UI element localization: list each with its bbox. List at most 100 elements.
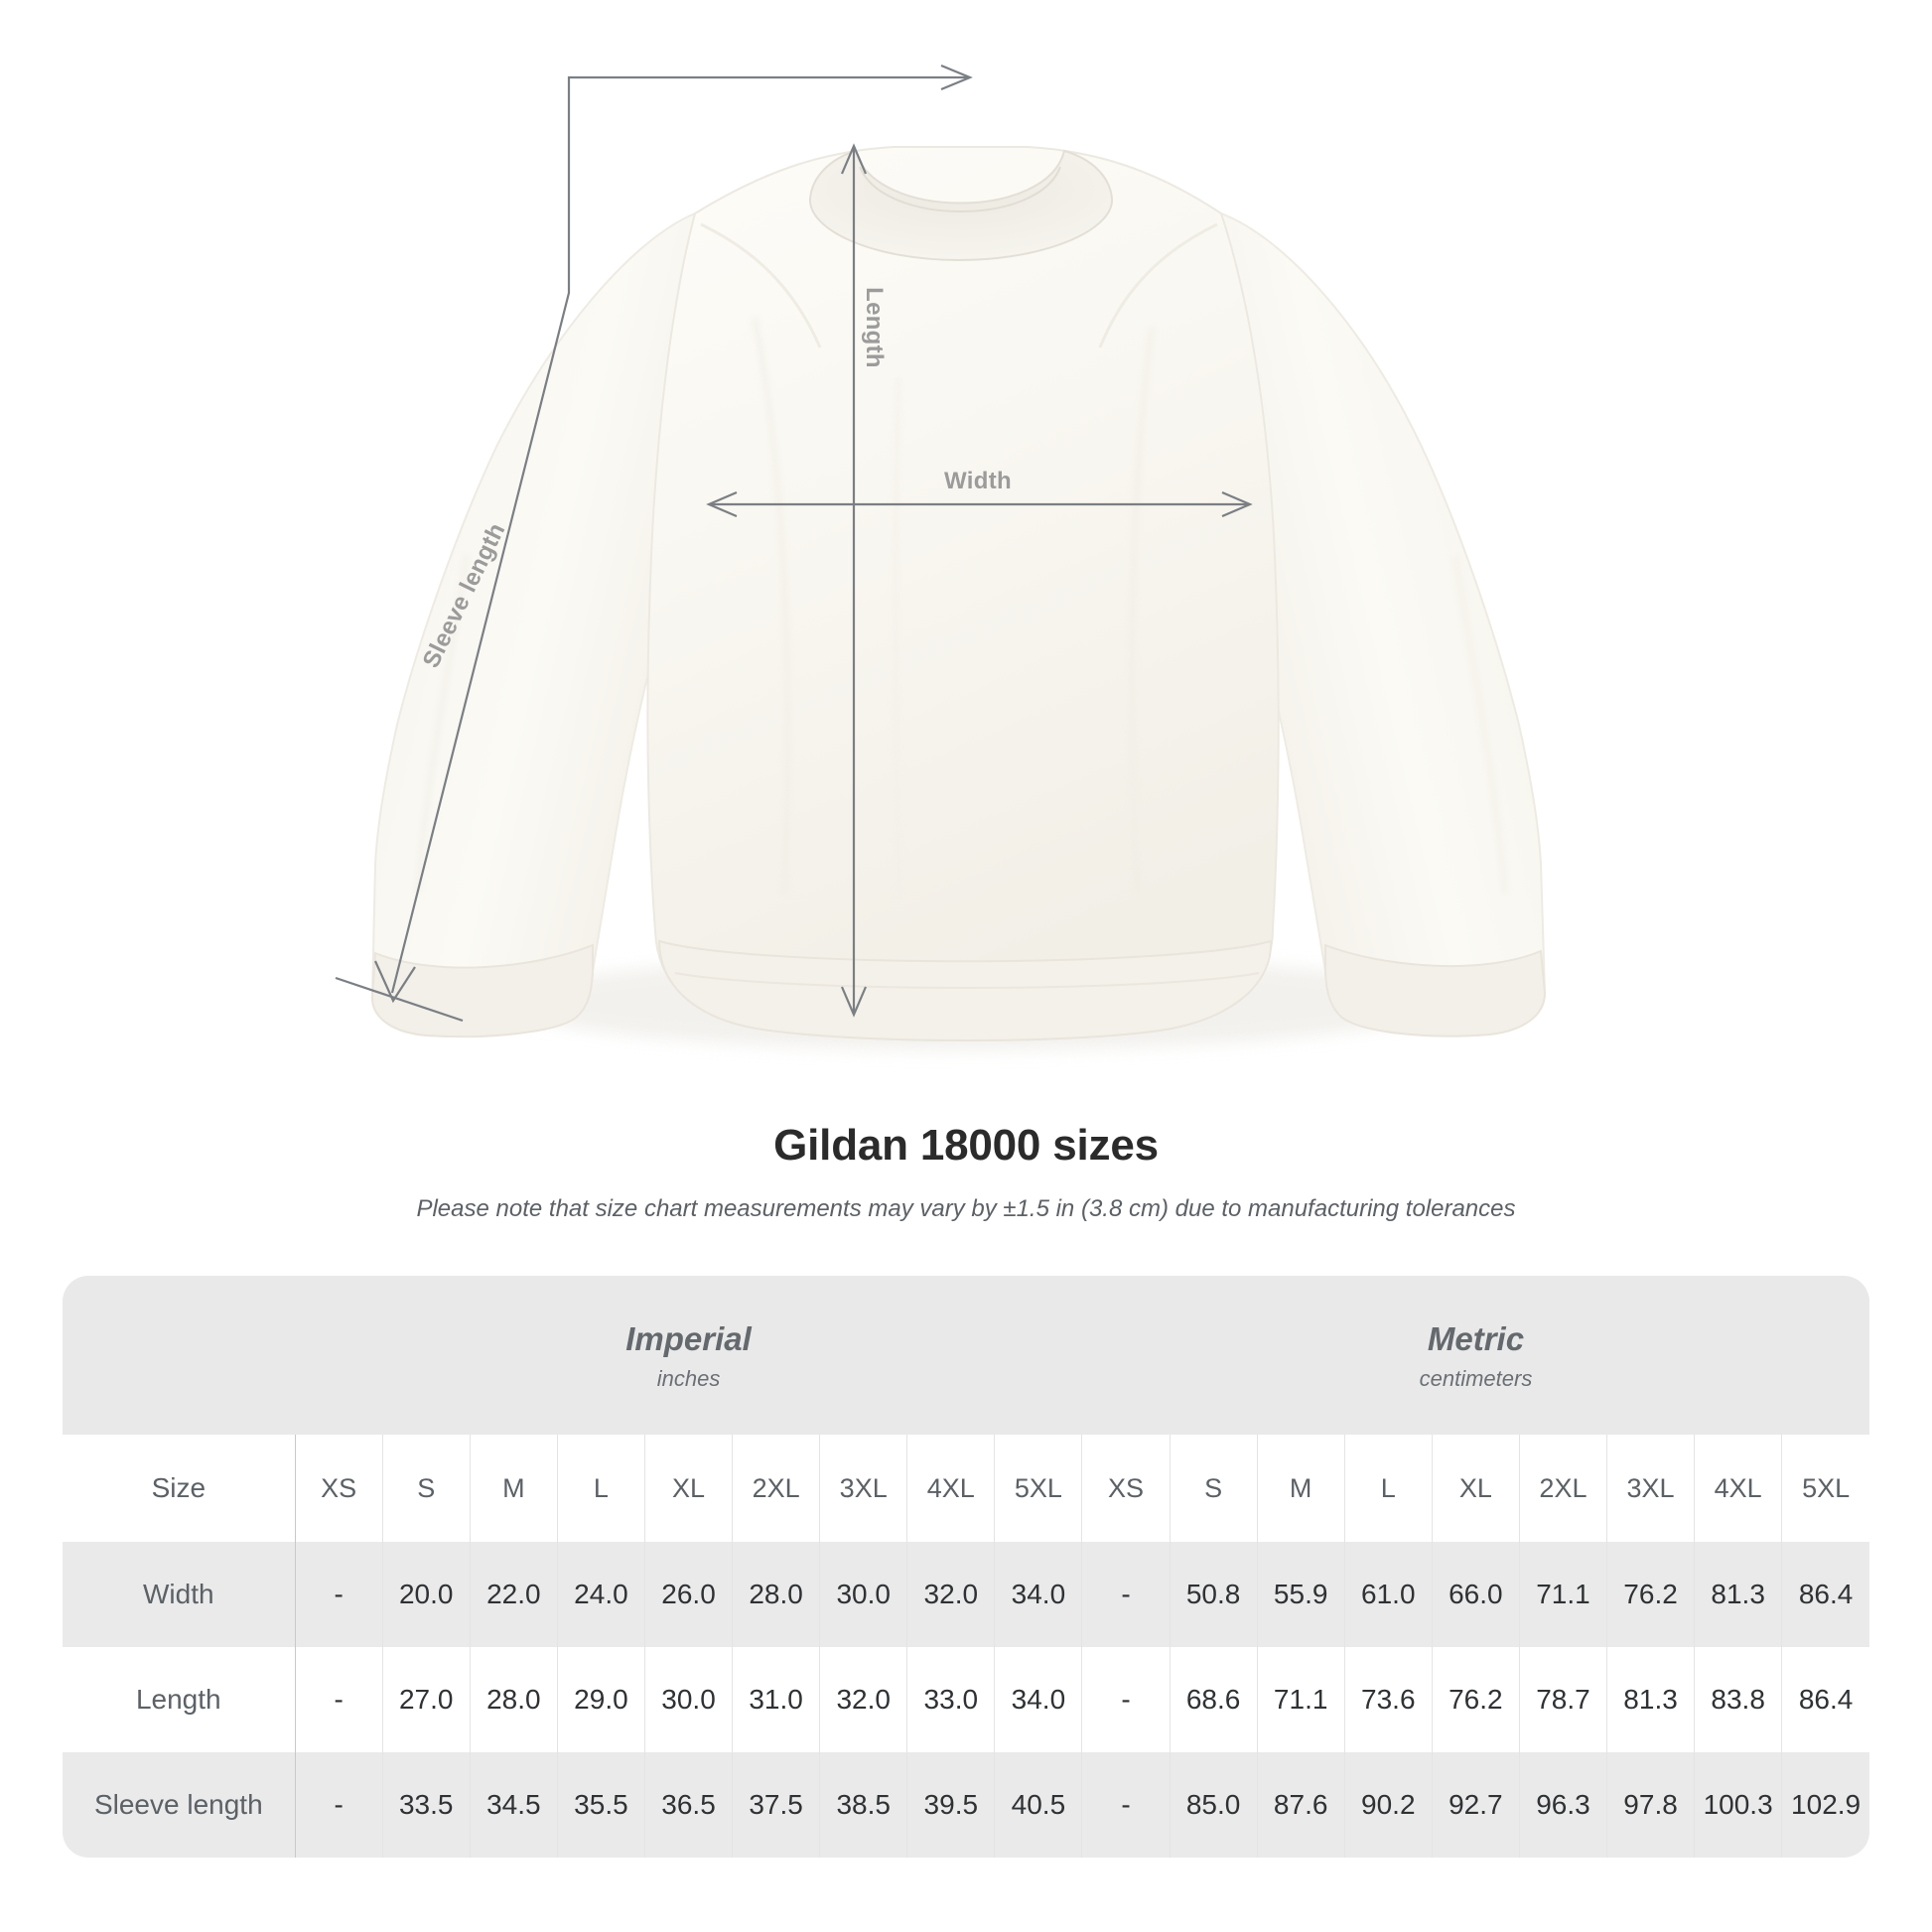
cell-width-metric-xs: - <box>1081 1542 1171 1647</box>
unit-imperial-sub: inches <box>656 1365 721 1391</box>
row-label-width: Width <box>63 1542 296 1647</box>
cell-length-metric-3xl: 81.3 <box>1606 1647 1696 1752</box>
cell-width-metric-3xl: 76.2 <box>1606 1542 1696 1647</box>
size-header-metric-xs: XS <box>1081 1435 1171 1542</box>
cell-sleeve-metric-xs: - <box>1081 1752 1171 1858</box>
cell-width-metric-m: 55.9 <box>1257 1542 1345 1647</box>
size-header-imperial-m: M <box>470 1435 558 1542</box>
left-shoulder-seam <box>700 222 822 348</box>
cell-length-imperial-2xl: 31.0 <box>732 1647 821 1752</box>
title-block: Gildan 18000 sizes Please note that size… <box>0 1121 1932 1224</box>
hem-line <box>674 972 1260 989</box>
cell-length-metric-2xl: 78.7 <box>1519 1647 1608 1752</box>
cell-width-imperial-2xl: 28.0 <box>732 1542 821 1647</box>
size-header-metric-2xl: 2XL <box>1519 1435 1608 1542</box>
cell-length-imperial-l: 29.0 <box>557 1647 645 1752</box>
cell-sleeve-metric-5xl: 102.9 <box>1781 1752 1869 1858</box>
unit-header-row: Imperial inches Metric centimeters <box>63 1276 1869 1435</box>
cell-sleeve-imperial-2xl: 37.5 <box>732 1752 821 1858</box>
cell-width-metric-5xl: 86.4 <box>1781 1542 1869 1647</box>
unit-metric-name: Metric <box>1427 1319 1525 1357</box>
cell-width-metric-4xl: 81.3 <box>1694 1542 1783 1647</box>
cell-width-metric-xl: 66.0 <box>1432 1542 1520 1647</box>
length-annotation-label: Length <box>861 287 888 368</box>
page-subtitle: Please note that size chart measurements… <box>416 1195 1516 1223</box>
unit-imperial-name: Imperial <box>625 1319 752 1357</box>
length-arrow-down <box>840 986 868 1018</box>
row-label-length: Length <box>63 1647 296 1752</box>
size-header-imperial-xs: XS <box>295 1435 383 1542</box>
cell-width-imperial-s: 20.0 <box>382 1542 471 1647</box>
cell-sleeve-imperial-4xl: 39.5 <box>906 1752 996 1858</box>
cell-sleeve-metric-s: 85.0 <box>1170 1752 1258 1858</box>
cell-length-metric-xs: - <box>1081 1647 1171 1752</box>
size-header-imperial-3xl: 3XL <box>819 1435 908 1542</box>
row-label-sleeve-length: Sleeve length <box>63 1752 296 1858</box>
cell-width-imperial-5xl: 34.0 <box>994 1542 1083 1647</box>
unit-metric-cell: Metric centimeters <box>1081 1276 1869 1435</box>
cell-sleeve-imperial-3xl: 38.5 <box>819 1752 908 1858</box>
right-cuff <box>1324 943 1547 1037</box>
cell-length-imperial-s: 27.0 <box>382 1647 471 1752</box>
cell-sleeve-metric-2xl: 96.3 <box>1519 1752 1608 1858</box>
cell-width-imperial-m: 22.0 <box>470 1542 558 1647</box>
size-header-metric-l: L <box>1344 1435 1433 1542</box>
table-row: Width - 20.0 22.0 24.0 26.0 28.0 30.0 32… <box>63 1542 1869 1647</box>
cell-length-metric-l: 73.6 <box>1344 1647 1433 1752</box>
cell-length-metric-xl: 76.2 <box>1432 1647 1520 1752</box>
length-arrow-up <box>840 143 868 175</box>
measurement-lines <box>335 64 1253 1023</box>
cell-sleeve-imperial-5xl: 40.5 <box>994 1752 1083 1858</box>
size-header-imperial-xl: XL <box>644 1435 734 1542</box>
width-arrow-right <box>1221 490 1253 518</box>
garment-illustration: Length Width Sleeve length <box>335 64 1547 1050</box>
size-header-metric-5xl: 5XL <box>1781 1435 1869 1542</box>
collar-rib <box>808 149 1114 262</box>
cell-sleeve-metric-l: 90.2 <box>1344 1752 1433 1858</box>
left-sleeve <box>370 211 696 1038</box>
size-header-imperial-4xl: 4XL <box>906 1435 996 1542</box>
page-title: Gildan 18000 sizes <box>773 1121 1159 1170</box>
cell-sleeve-imperial-s: 33.5 <box>382 1752 471 1858</box>
size-header-row: Size XS S M L XL 2XL 3XL 4XL 5XL XS S M … <box>63 1435 1869 1542</box>
cell-width-metric-l: 61.0 <box>1344 1542 1433 1647</box>
size-table: Imperial inches Metric centimeters Size … <box>63 1276 1869 1858</box>
unit-imperial-cell: Imperial inches <box>295 1276 1082 1435</box>
cell-length-imperial-5xl: 34.0 <box>994 1647 1083 1752</box>
cell-width-imperial-xl: 26.0 <box>644 1542 734 1647</box>
cell-width-imperial-3xl: 30.0 <box>819 1542 908 1647</box>
cell-width-imperial-xs: - <box>295 1542 383 1647</box>
cell-width-metric-s: 50.8 <box>1170 1542 1258 1647</box>
cell-width-metric-2xl: 71.1 <box>1519 1542 1608 1647</box>
table-row: Sleeve length - 33.5 34.5 35.5 36.5 37.5… <box>63 1752 1869 1858</box>
cell-length-imperial-m: 28.0 <box>470 1647 558 1752</box>
sleeve-arrow-bottom <box>373 960 416 1004</box>
fabric-folds <box>413 317 1509 904</box>
cell-length-metric-5xl: 86.4 <box>1781 1647 1869 1752</box>
cell-sleeve-imperial-xs: - <box>295 1752 383 1858</box>
cell-sleeve-metric-xl: 92.7 <box>1432 1752 1520 1858</box>
hem-rib <box>657 939 1273 1041</box>
size-header-imperial-5xl: 5XL <box>994 1435 1083 1542</box>
sweatshirt-diagram <box>335 64 1547 1050</box>
sleeve-cuff-tick <box>335 976 464 1023</box>
cell-width-imperial-4xl: 32.0 <box>906 1542 996 1647</box>
unit-metric-sub: centimeters <box>1419 1365 1533 1391</box>
cell-length-metric-m: 71.1 <box>1257 1647 1345 1752</box>
size-header-metric-3xl: 3XL <box>1606 1435 1696 1542</box>
width-arrow-left <box>706 490 738 518</box>
width-annotation-label: Width <box>944 468 1012 494</box>
collar-inner-line <box>859 166 1061 212</box>
sweatshirt-body <box>646 146 1280 1041</box>
cell-sleeve-imperial-m: 34.5 <box>470 1752 558 1858</box>
cell-length-imperial-xs: - <box>295 1647 383 1752</box>
cell-sleeve-metric-4xl: 100.3 <box>1694 1752 1783 1858</box>
size-header-metric-xl: XL <box>1432 1435 1520 1542</box>
size-header-imperial-s: S <box>382 1435 471 1542</box>
cell-length-metric-4xl: 83.8 <box>1694 1647 1783 1752</box>
cell-sleeve-imperial-l: 35.5 <box>557 1752 645 1858</box>
cell-length-imperial-3xl: 32.0 <box>819 1647 908 1752</box>
size-header-metric-m: M <box>1257 1435 1345 1542</box>
cell-sleeve-metric-3xl: 97.8 <box>1606 1752 1696 1858</box>
